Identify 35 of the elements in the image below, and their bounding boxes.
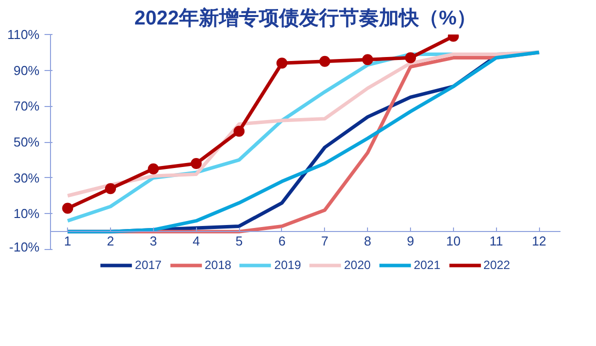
point — [362, 54, 374, 66]
point — [405, 52, 416, 64]
y-tick-label: 110% — [7, 27, 40, 42]
point — [148, 163, 159, 174]
point — [276, 58, 288, 69]
point — [105, 183, 116, 194]
y-tick-label: 50% — [13, 134, 40, 150]
x-tick-label: 8 — [364, 234, 372, 249]
y-tick-label: 90% — [13, 62, 40, 78]
x-tick-label: 2 — [106, 234, 114, 249]
legend-label: 2017 — [134, 258, 162, 272]
legend-label: 2022 — [483, 258, 510, 272]
point — [62, 202, 74, 214]
point — [190, 158, 202, 169]
x-tick-label: 6 — [278, 234, 286, 249]
y-tick-label: -10% — [9, 240, 40, 254]
y-tick-label: 10% — [13, 206, 40, 222]
y-tick-label: 70% — [13, 98, 40, 114]
y-tick-label: 30% — [13, 170, 40, 186]
x-tick-label: 1 — [64, 234, 72, 249]
x-tick-label: 4 — [192, 234, 200, 249]
x-tick-label: 5 — [235, 234, 243, 249]
chart-title: 2022年新增专项债发行节奏加快（%） — [134, 6, 477, 30]
x-tick-label: 12 — [532, 234, 546, 249]
x-tick-label: 11 — [489, 234, 503, 249]
x-tick-label: 10 — [446, 234, 461, 249]
point — [234, 126, 245, 137]
point — [319, 56, 330, 67]
x-tick-label: 7 — [321, 234, 328, 249]
x-tick-label: 9 — [406, 234, 414, 249]
x-tick-label: 3 — [150, 234, 157, 249]
legend-label: 2019 — [274, 258, 301, 272]
legend-label: 2021 — [414, 258, 440, 272]
legend-label: 2018 — [204, 258, 232, 272]
legend-label: 2020 — [344, 258, 371, 272]
